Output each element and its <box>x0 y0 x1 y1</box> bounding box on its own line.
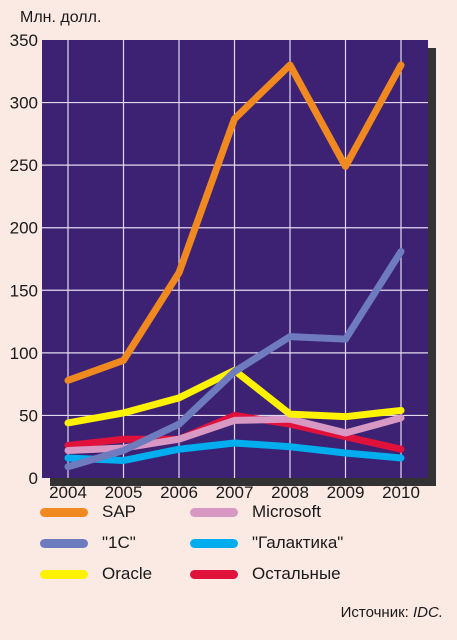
legend-swatch <box>190 569 238 579</box>
series-lines <box>64 61 405 471</box>
ticks: 0 50 100 150 200 250 300 350 2004 2005 2006 2007 200… <box>10 31 420 502</box>
x-tick-label: 2008 <box>271 483 309 502</box>
legend-item: "Галактика" <box>190 531 343 555</box>
legend-label: SAP <box>102 502 137 521</box>
legend-swatch <box>40 538 88 548</box>
legend-item: "1C" <box>40 531 136 555</box>
y-tick-label: 150 <box>10 281 38 300</box>
legend-label: "1C" <box>102 533 136 552</box>
legend-item: Остальные <box>190 562 341 586</box>
source-label: Источник: <box>340 604 409 621</box>
y-axis-label: Млн. долл. <box>20 9 101 26</box>
y-tick-label: 300 <box>10 94 38 113</box>
legend-item: Oracle <box>40 562 152 586</box>
legend-swatch <box>40 507 88 517</box>
legend-swatch <box>190 507 238 517</box>
y-tick-label: 50 <box>19 406 38 425</box>
x-tick-label: 2006 <box>160 483 198 502</box>
legend-swatch <box>190 538 238 548</box>
y-tick-label: 350 <box>10 31 38 50</box>
x-tick-label: 2010 <box>382 483 420 502</box>
legend-label: "Галактика" <box>252 533 344 552</box>
source-value: IDC. <box>413 604 443 621</box>
y-tick-label: 0 <box>29 469 38 488</box>
y-tick-label: 100 <box>10 344 38 363</box>
legend-label: Остальные <box>252 564 341 583</box>
legend-swatch <box>40 569 88 579</box>
grid <box>42 40 428 478</box>
x-tick-label: 2004 <box>49 483 87 502</box>
y-tick-label: 250 <box>10 156 38 175</box>
x-tick-label: 2005 <box>105 483 143 502</box>
legend-label: Oracle <box>102 564 153 583</box>
series-line <box>64 61 405 384</box>
series-line <box>64 411 405 453</box>
legend-item: SAP <box>40 500 136 524</box>
legend-label: Microsoft <box>252 502 321 521</box>
series-line <box>64 439 405 464</box>
legend: SAP Microsoft "1C" "Галактика" Oracle Остальн… <box>40 500 440 600</box>
y-tick-label: 200 <box>10 219 38 238</box>
x-tick-label: 2007 <box>216 483 254 502</box>
source-note: Источник: IDC. <box>341 604 443 621</box>
legend-item: Microsoft <box>190 500 321 524</box>
x-tick-label: 2009 <box>327 483 365 502</box>
series-line <box>64 247 405 471</box>
